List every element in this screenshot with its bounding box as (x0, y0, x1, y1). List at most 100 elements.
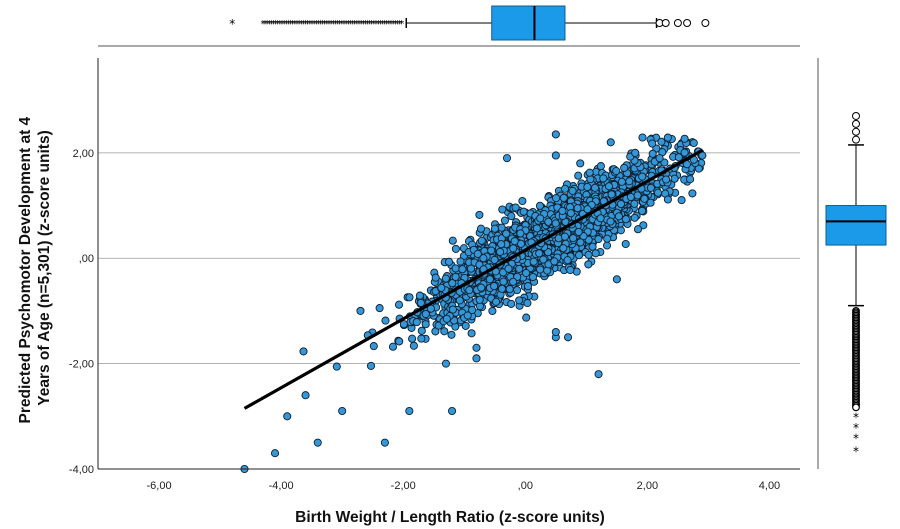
data-point (490, 255, 499, 264)
regression-line (243, 148, 704, 410)
data-point (686, 175, 695, 184)
data-point (485, 275, 494, 284)
data-point (688, 189, 697, 198)
x-box-outlier: * (344, 19, 349, 30)
data-point (441, 359, 450, 368)
x-box-outlier: * (342, 19, 347, 30)
data-point (477, 283, 486, 292)
data-point (655, 154, 664, 163)
data-point (584, 250, 593, 259)
data-point (528, 272, 538, 282)
data-point (544, 217, 553, 226)
data-point (487, 246, 496, 255)
data-point (437, 283, 446, 292)
data-point (574, 227, 583, 236)
x-box-outlier: * (331, 19, 336, 30)
data-point (633, 225, 643, 234)
data-point (369, 342, 378, 351)
data-point (585, 168, 594, 177)
data-point (674, 153, 683, 162)
data-point (440, 327, 449, 336)
data-point (612, 166, 621, 176)
data-point (421, 309, 430, 319)
data-point (603, 234, 612, 243)
x-box-outlier: * (288, 19, 293, 30)
x-box-outlier: * (335, 19, 340, 30)
x-box-outlier: * (350, 19, 355, 30)
data-point (631, 148, 640, 157)
y-box-extreme: * (853, 445, 859, 459)
y-axis-title-line-2: Years of Age (n=5,301) (z-score units) (36, 130, 53, 406)
x-box-outlier: * (365, 19, 370, 30)
data-point (633, 191, 642, 200)
axes (97, 58, 800, 470)
data-point (536, 214, 545, 223)
data-point (535, 249, 544, 258)
data-point (677, 196, 686, 205)
data-point (616, 199, 626, 209)
x-box-outlier: * (393, 19, 398, 30)
data-point (301, 391, 310, 400)
data-point (490, 224, 499, 233)
scatter-points (240, 130, 707, 474)
data-point (568, 186, 577, 195)
x-box-outlier: * (339, 19, 344, 30)
data-point (680, 134, 689, 143)
data-point (421, 320, 430, 329)
x-box-outlier: * (322, 19, 327, 30)
y-box-extreme: * (853, 421, 859, 435)
data-point (536, 265, 545, 274)
data-point (590, 183, 600, 192)
data-point (475, 295, 484, 304)
data-point (456, 257, 465, 266)
data-point (653, 188, 663, 197)
data-point (380, 438, 389, 447)
x-box-outlier: * (382, 19, 387, 30)
x-box-outlier: * (316, 19, 321, 30)
data-point (505, 285, 514, 294)
data-point (415, 291, 424, 300)
data-point (535, 201, 545, 210)
data-point (617, 177, 626, 186)
x-box-outlier: * (391, 19, 396, 30)
data-point (511, 203, 520, 212)
data-point (522, 268, 531, 278)
data-point (479, 254, 488, 263)
x-tick-label: -4,00 (269, 480, 294, 492)
data-point (559, 193, 568, 202)
data-point (497, 284, 507, 293)
data-point (431, 273, 440, 282)
x-box-outlier: * (337, 19, 342, 30)
data-point (510, 237, 519, 246)
x-box-outlier: * (314, 19, 319, 30)
x-box-outlier: * (269, 19, 274, 30)
data-point (620, 163, 629, 172)
x-box-outlier-high (683, 19, 692, 27)
y-tick-label: ,00 (79, 253, 94, 265)
y-box-extreme: * (853, 431, 859, 445)
x-box-outlier: * (356, 19, 361, 30)
y-tick-label: -2,00 (69, 359, 94, 371)
data-point (563, 256, 572, 265)
data-point (607, 190, 616, 199)
data-point (451, 244, 460, 253)
data-point (638, 206, 647, 215)
data-point (497, 240, 506, 249)
x-box-outlier: * (284, 19, 289, 30)
data-point (569, 234, 578, 243)
data-point (416, 298, 425, 307)
x-box-outlier: * (376, 19, 381, 30)
x-box-outlier: * (333, 19, 338, 30)
data-point (467, 329, 476, 338)
data-point (504, 264, 513, 273)
x-box-outlier: * (395, 19, 400, 30)
data-point (560, 184, 570, 193)
data-point (640, 194, 649, 203)
data-point (463, 311, 472, 320)
data-point (472, 343, 481, 352)
x-box-outlier-high (661, 19, 670, 27)
data-point (395, 337, 404, 346)
data-point (670, 174, 679, 183)
x-box-outlier: * (348, 19, 353, 30)
